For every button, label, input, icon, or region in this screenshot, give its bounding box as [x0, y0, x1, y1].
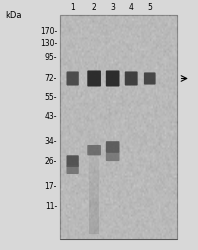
FancyBboxPatch shape [106, 70, 120, 86]
Bar [89, 150, 99, 152]
Text: 17-: 17- [45, 182, 57, 191]
Bar [89, 186, 99, 188]
Text: 11-: 11- [45, 202, 57, 210]
Bar [89, 198, 99, 200]
Bar [89, 148, 99, 150]
Bar [60, 15, 177, 239]
Text: kDa: kDa [5, 11, 22, 20]
Bar [89, 220, 99, 222]
FancyBboxPatch shape [67, 72, 79, 86]
Bar [89, 222, 99, 224]
Text: 5: 5 [147, 3, 152, 12]
Bar [89, 190, 99, 192]
Text: 2: 2 [92, 3, 96, 12]
Bar [89, 136, 99, 138]
Bar [89, 146, 99, 148]
Bar [89, 158, 99, 160]
Bar [89, 144, 99, 146]
Text: 3: 3 [110, 3, 115, 12]
FancyBboxPatch shape [87, 70, 101, 86]
Text: 55-: 55- [45, 94, 57, 102]
Bar [89, 170, 99, 172]
Bar [89, 210, 99, 212]
Bar [89, 196, 99, 198]
Text: 72-: 72- [45, 74, 57, 83]
Bar [89, 194, 99, 196]
Text: 170-: 170- [40, 26, 57, 36]
Bar [89, 226, 99, 228]
FancyBboxPatch shape [106, 141, 120, 153]
Text: 34-: 34- [45, 137, 57, 146]
Text: 4: 4 [129, 3, 134, 12]
FancyBboxPatch shape [144, 72, 156, 85]
Bar [89, 188, 99, 190]
Bar [89, 214, 99, 216]
FancyBboxPatch shape [106, 152, 120, 161]
Bar [89, 200, 99, 202]
Bar [89, 184, 99, 186]
Text: 26-: 26- [45, 156, 57, 166]
Bar [89, 164, 99, 166]
Text: 130-: 130- [40, 39, 57, 48]
Bar [89, 212, 99, 214]
Bar [89, 182, 99, 184]
Bar [89, 224, 99, 226]
Bar [89, 168, 99, 170]
Text: 1: 1 [70, 3, 75, 12]
FancyBboxPatch shape [67, 155, 79, 167]
Bar [89, 204, 99, 206]
Bar [89, 156, 99, 158]
Bar [89, 174, 99, 176]
Bar [89, 230, 99, 232]
Bar [89, 142, 99, 144]
Bar [89, 154, 99, 156]
Bar [89, 162, 99, 164]
Bar [89, 140, 99, 142]
Bar [89, 208, 99, 210]
Text: 95-: 95- [45, 53, 57, 62]
Bar [89, 172, 99, 174]
FancyBboxPatch shape [67, 165, 79, 174]
Bar [89, 228, 99, 230]
Bar [89, 206, 99, 208]
Bar [89, 176, 99, 178]
Bar [89, 192, 99, 194]
FancyBboxPatch shape [125, 72, 138, 86]
Bar [89, 160, 99, 162]
Bar [89, 202, 99, 204]
FancyBboxPatch shape [87, 145, 101, 156]
Bar [89, 232, 99, 234]
Bar [89, 152, 99, 154]
Bar [89, 216, 99, 218]
Bar [89, 138, 99, 140]
Bar [89, 134, 99, 136]
Text: 43-: 43- [45, 112, 57, 121]
Bar [89, 180, 99, 182]
Bar [89, 166, 99, 168]
Bar [89, 178, 99, 180]
Bar [89, 218, 99, 220]
